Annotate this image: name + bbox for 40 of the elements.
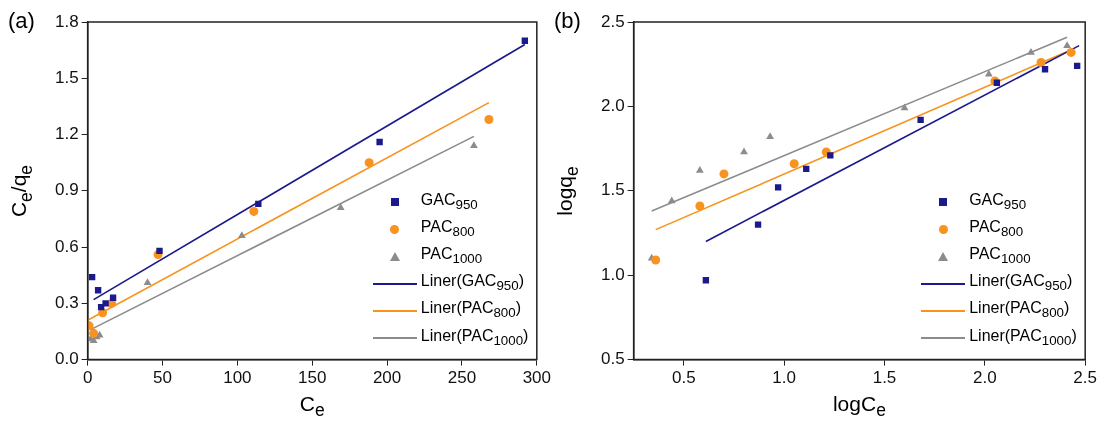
x-tick-label: 1.0 <box>772 368 796 388</box>
x-tick-label: 2.0 <box>973 368 997 388</box>
y-tick-label: 1.5 <box>600 180 625 200</box>
y-tick-label: 1.8 <box>54 11 79 31</box>
legend-label: PAC$_{1000}$ <box>969 243 1031 269</box>
x-tick-label: 0 <box>82 368 93 388</box>
legend-label: Liner(PAC$_{1000}$) <box>420 325 529 350</box>
x-axis-title: C$_{e}$ <box>299 391 325 421</box>
legend-label: PAC$_{800}$ <box>420 216 475 241</box>
y-tick-label: 0.9 <box>54 180 79 200</box>
legend-label: Liner(PAC$_{1000}$) <box>969 325 1077 350</box>
x-axis-title: logC$_{e}$ <box>832 391 886 421</box>
chart-title: (b) <box>554 8 581 34</box>
x-tick-label: 0.5 <box>671 368 696 388</box>
legend-label: Liner(PAC$_{800}$) <box>969 298 1070 323</box>
x-tick-label: 250 <box>447 368 477 388</box>
legend-label: Liner(PAC$_{800}$) <box>420 298 522 323</box>
legend-label: GAC$_{950}$ <box>969 189 1027 214</box>
y-tick-label: 1.2 <box>54 124 79 144</box>
y-tick-label: 1.0 <box>600 264 625 284</box>
legend-label: Liner(GAC$_{950}$) <box>420 271 524 296</box>
y-tick-label: 0.6 <box>54 236 79 256</box>
x-tick-label: 150 <box>298 368 327 388</box>
legend-label: Liner(GAC$_{950}$) <box>969 271 1073 296</box>
x-tick-label: 2.5 <box>1073 368 1097 388</box>
legend-label: PAC$_{1000}$ <box>420 243 483 269</box>
x-tick-label: 100 <box>223 368 252 388</box>
y-tick-label: 2.0 <box>600 96 625 116</box>
x-tick-label: 1.5 <box>872 368 897 388</box>
x-tick-label: 50 <box>153 368 172 388</box>
y-tick-label: 1.5 <box>54 67 79 87</box>
y-tick-label: 0.3 <box>54 293 79 313</box>
y-tick-label: 2.5 <box>600 11 625 31</box>
x-tick-label: 300 <box>522 368 552 388</box>
legend-label: PAC$_{800}$ <box>969 216 1024 241</box>
legend-label: GAC$_{950}$ <box>420 189 478 214</box>
y-tick-label: 0.5 <box>600 349 625 369</box>
x-tick-label: 200 <box>372 368 402 388</box>
y-tick-label: 0.0 <box>54 349 79 369</box>
chart-title: (a) <box>8 8 35 34</box>
